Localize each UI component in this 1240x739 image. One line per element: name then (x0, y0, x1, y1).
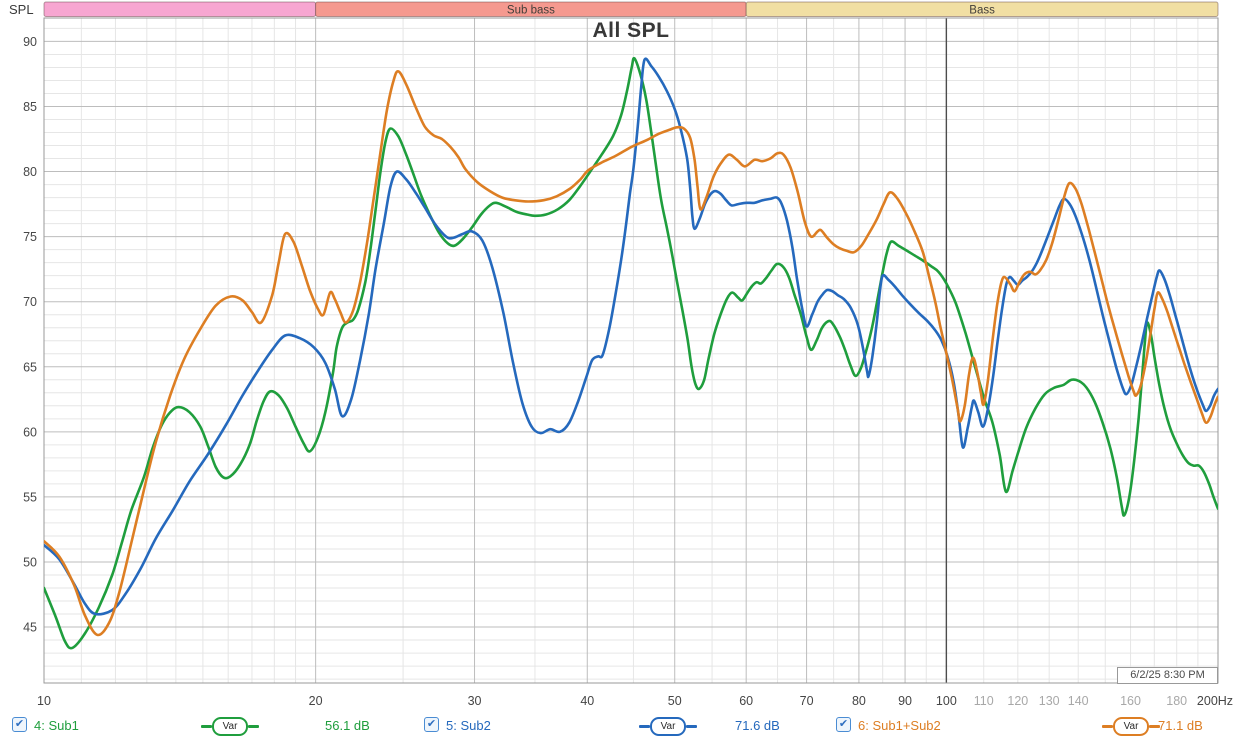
band-bass (745, 1, 1219, 17)
x-tick-label: 20 (309, 694, 323, 708)
x-tick-label-muted: 110 (974, 694, 994, 708)
x-tick-label-muted: 130 (1039, 694, 1060, 708)
trace-value-sub1: 56.1 dB (325, 718, 370, 733)
trace-line-sample (1102, 725, 1113, 728)
y-tick-label: 85 (23, 100, 37, 114)
var-smoothing-pill[interactable]: Var (212, 717, 248, 736)
trace-line-sample (639, 725, 650, 728)
x-tick-label-end: 200Hz (1197, 694, 1233, 708)
x-tick-label: 80 (852, 694, 866, 708)
page-title: All SPL (592, 19, 670, 42)
band-label: Sub bass (507, 5, 555, 17)
band-label: Bass (969, 5, 995, 17)
x-tick-label: 10 (37, 694, 51, 708)
x-tick-label-muted: 120 (1007, 694, 1028, 708)
y-tick-label: 65 (23, 360, 37, 374)
smoothing-button-sub1sub2[interactable]: Var (1102, 717, 1160, 736)
y-tick-label: 60 (23, 425, 37, 439)
var-smoothing-pill[interactable]: Var (1113, 717, 1149, 736)
trace-line-sample (1149, 725, 1160, 728)
trace-label-sub2: 5: Sub2 (446, 718, 491, 733)
plot-area (44, 18, 1218, 683)
smoothing-button-sub2[interactable]: Var (639, 717, 697, 736)
traces (44, 56, 1218, 650)
plot-border (43, 17, 1219, 684)
x-tick-label-muted: 180 (1166, 694, 1187, 708)
x-tick-label-muted: 160 (1120, 694, 1141, 708)
trace-checkbox-sub1[interactable]: ✔ (12, 717, 27, 732)
legend-item-sub1sub2: ✔ 6: Sub1+Sub2 Var 71.1 dB (836, 714, 1240, 739)
y-tick-label: 70 (23, 295, 37, 309)
trace-value-sub2: 71.6 dB (735, 718, 780, 733)
trace-label-sub1: 4: Sub1 (34, 718, 79, 733)
trace-value-sub1sub2: 71.1 dB (1158, 718, 1203, 733)
trace-checkbox-sub2[interactable]: ✔ (424, 717, 439, 732)
legend-item-sub2: ✔ 5: Sub2 Var 71.6 dB (424, 714, 836, 739)
y-tick-label: 75 (23, 230, 37, 244)
spl-chart: Sub bass Bass 45 50 55 60 65 70 75 80 85 90 10 20 30 40… (23, 1, 1233, 708)
y-tick-label: 50 (23, 555, 37, 569)
trace-label-sub1sub2: 6: Sub1+Sub2 (858, 718, 941, 733)
y-tick-label: 55 (23, 490, 37, 504)
trace-line-sample (201, 725, 212, 728)
trace-5-sub2 (44, 57, 1218, 616)
legend-item-sub1: ✔ 4: Sub1 Var 56.1 dB (12, 714, 424, 739)
trace-line-sample (686, 725, 697, 728)
trace-6-sub1-sub2 (44, 70, 1218, 637)
x-tick-label: 40 (580, 694, 594, 708)
x-tick-label: 70 (800, 694, 814, 708)
legend-bar: ✔ 4: Sub1 Var 56.1 dB ✔ 5: Sub2 Var 71.6… (0, 714, 1240, 739)
smoothing-button-sub1[interactable]: Var (201, 717, 259, 736)
x-tick-label: 30 (468, 694, 482, 708)
x-tick-label: 100 (936, 694, 957, 708)
y-tick-label: 80 (23, 165, 37, 179)
var-smoothing-pill[interactable]: Var (650, 717, 686, 736)
x-tick-label: 50 (668, 694, 682, 708)
y-tick-label: 90 (23, 35, 37, 49)
y-axis-title: SPL (9, 2, 34, 17)
timestamp: 6/2/25 8:30 PM (1117, 667, 1218, 684)
x-tick-label: 90 (898, 694, 912, 708)
band-low (43, 1, 317, 17)
trace-4-sub1 (44, 56, 1218, 650)
trace-checkbox-sub1sub2[interactable]: ✔ (836, 717, 851, 732)
trace-line-sample (248, 725, 259, 728)
x-tick-label: 60 (739, 694, 753, 708)
y-tick-label: 45 (23, 621, 37, 635)
x-tick-label-muted: 140 (1068, 694, 1089, 708)
